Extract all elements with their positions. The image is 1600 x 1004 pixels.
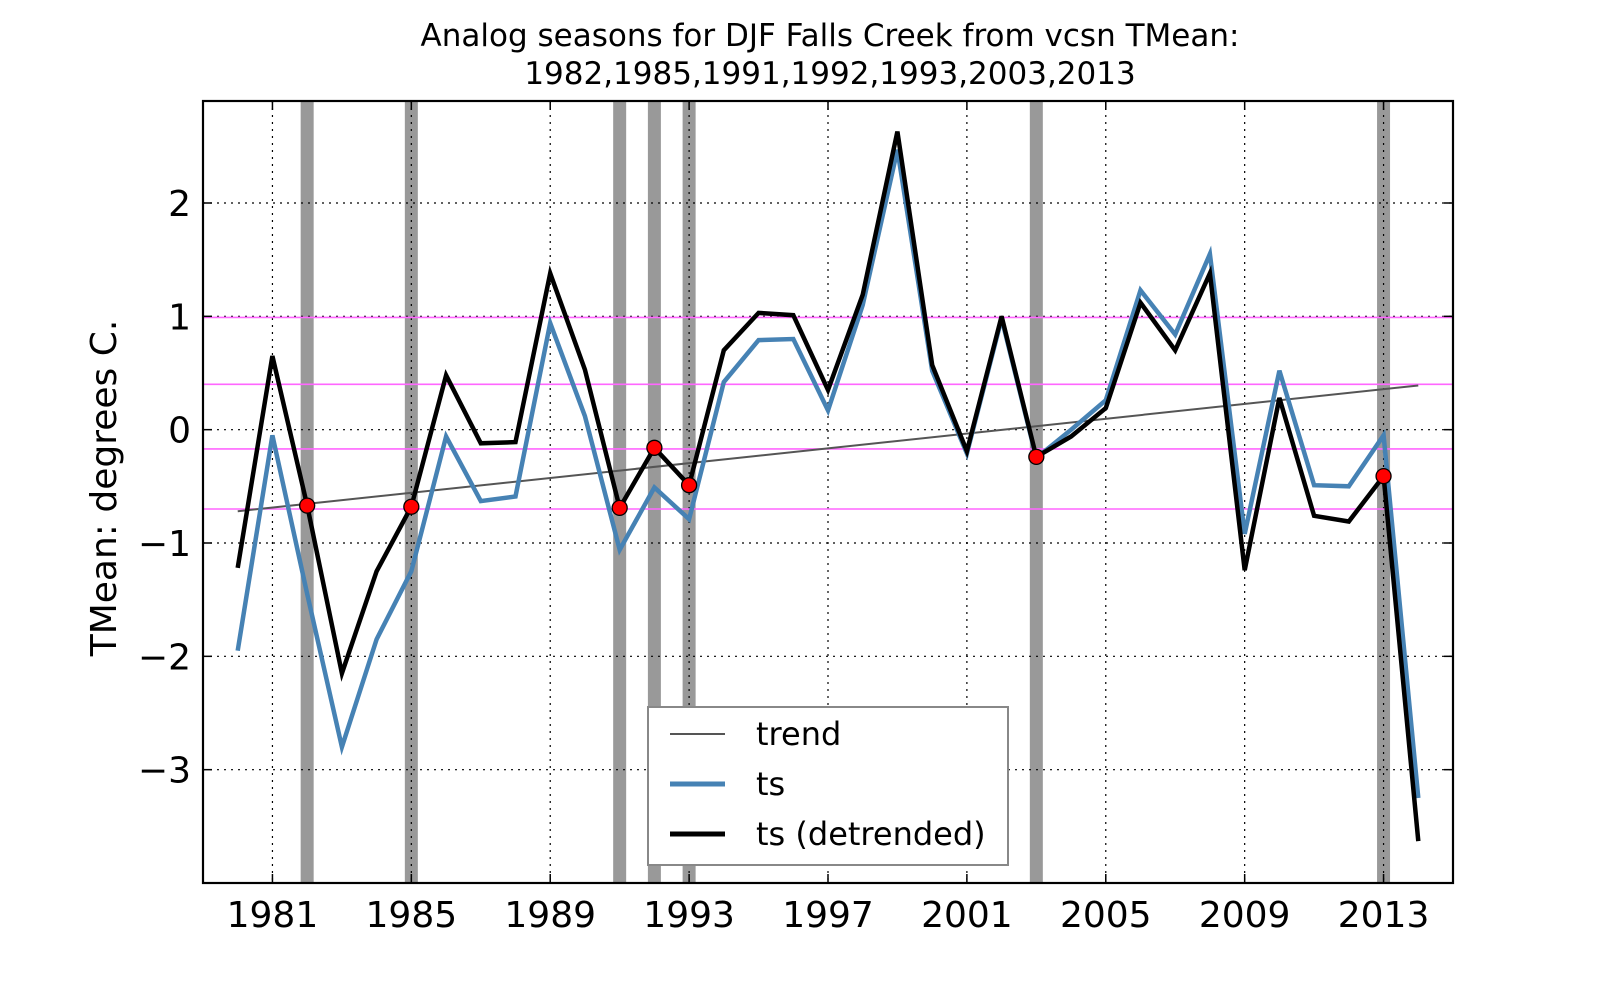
y-tick-label-1: 1 xyxy=(168,297,191,338)
x-tick-label-1989: 1989 xyxy=(504,895,596,936)
y-axis-label: TMean: degrees C. xyxy=(84,320,125,658)
x-tick-label-1993: 1993 xyxy=(643,895,735,936)
x-tick-label-1997: 1997 xyxy=(782,895,874,936)
series-ts-detrended-line xyxy=(235,131,1421,842)
y-tick-label--3: −3 xyxy=(138,751,191,792)
chart-subtitle: 1982,1985,1991,1992,1993,2003,2013 xyxy=(524,56,1135,92)
x-tick-label-2001: 2001 xyxy=(921,895,1013,936)
legend-label-ts-detrended: ts (detrended) xyxy=(756,815,986,853)
analog-marker-2013 xyxy=(1375,467,1392,485)
legend-label-trend: trend xyxy=(756,715,841,753)
chart-title: Analog seasons for DJF Falls Creek from … xyxy=(421,18,1240,54)
x-tick-label-2005: 2005 xyxy=(1060,895,1152,936)
legend: trend ts ts (detrended) xyxy=(647,706,1009,866)
analog-band-1982 xyxy=(300,101,314,883)
plot-frame xyxy=(201,99,1455,885)
x-tick-label-2009: 2009 xyxy=(1199,895,1291,936)
x-tick-label-2013: 2013 xyxy=(1338,895,1430,936)
y-tick-label--2: −2 xyxy=(138,637,191,678)
x-tick-label-1981: 1981 xyxy=(227,895,319,936)
analog-marker-1991 xyxy=(611,499,628,517)
series-ts-line xyxy=(235,149,1421,799)
analog-marker-2003 xyxy=(1028,448,1045,466)
analog-band-2003 xyxy=(1029,101,1043,883)
y-tick-label--1: −1 xyxy=(138,524,191,565)
analog-band-1991 xyxy=(613,101,627,883)
y-tick-label-0: 0 xyxy=(168,411,191,452)
analog-marker-1985 xyxy=(403,498,420,515)
plot-area: 1981 1985 1989 1993 1997 2001 2005 2009 2013 −3 −2… xyxy=(138,99,1455,936)
x-tick-label-1985: 1985 xyxy=(366,895,458,936)
analog-marker-1992 xyxy=(646,439,663,456)
y-tick-label-2: 2 xyxy=(168,184,191,225)
legend-label-ts: ts xyxy=(756,765,785,803)
analog-marker-1982 xyxy=(299,497,316,514)
analog-marker-1993 xyxy=(680,477,698,494)
